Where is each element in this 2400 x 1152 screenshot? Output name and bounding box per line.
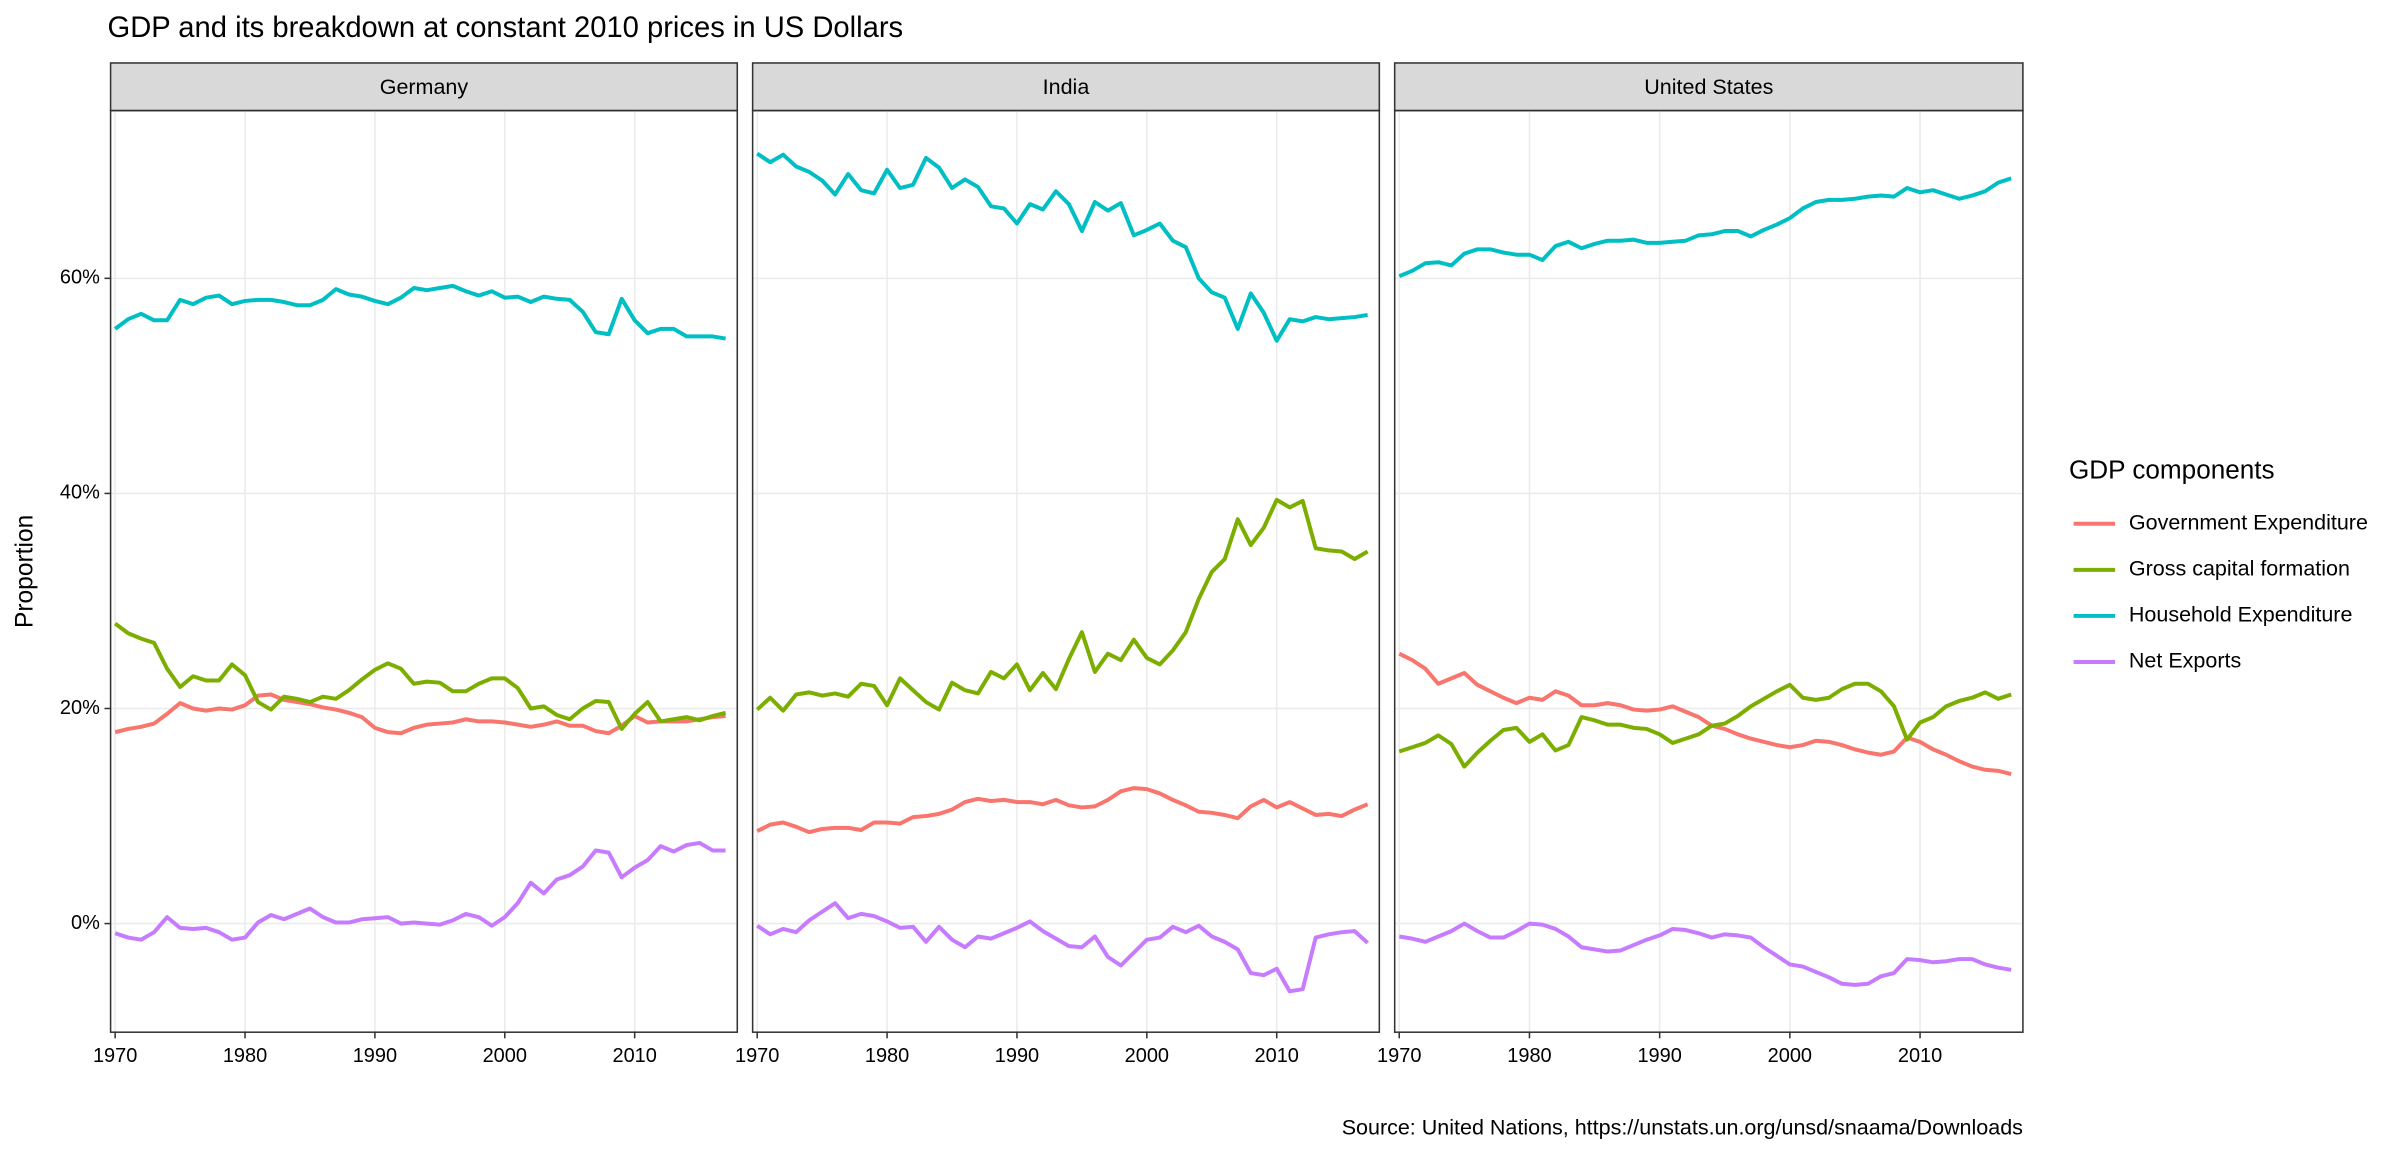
facet-strip (751, 62, 1381, 112)
legend-title: GDP components (2069, 454, 2275, 484)
series-line (113, 283, 726, 341)
x-tick-label: 1990 (1637, 1045, 1681, 1067)
x-tick-label: 1990 (995, 1045, 1039, 1067)
x-tick-label: 1970 (735, 1045, 779, 1067)
panel-border (1393, 109, 2024, 1033)
facet-label: United States (1644, 75, 1773, 99)
y-tick-label: 20% (60, 697, 100, 719)
x-tick-label: 2010 (1898, 1045, 1942, 1067)
x-tick-label: 1980 (865, 1045, 909, 1067)
facet-strip (109, 62, 739, 112)
x-tick-label: 2010 (612, 1045, 656, 1067)
series-line (756, 901, 1369, 994)
series-line (1398, 921, 2012, 987)
legend-label: Gross capital formation (2129, 557, 2350, 581)
series-line (756, 151, 1368, 343)
y-tick-label: 40% (60, 482, 100, 504)
legend-label: Net Exports (2129, 649, 2241, 673)
facet-label: India (1043, 75, 1090, 99)
x-tick-label: 1980 (1507, 1045, 1551, 1067)
x-tick-label: 2000 (483, 1045, 527, 1067)
chart-title: GDP and its breakdown at constant 2010 p… (108, 12, 904, 44)
y-axis-label: Proportion (12, 515, 39, 628)
facet-label: Germany (380, 75, 469, 99)
series-line (113, 621, 727, 731)
x-tick-label: 1970 (93, 1045, 137, 1067)
series-line (755, 497, 1369, 713)
x-tick-label: 2000 (1125, 1045, 1169, 1067)
series-line (114, 840, 726, 942)
series-line (756, 786, 1369, 835)
facet-strip (1393, 62, 2024, 112)
x-tick-label: 2010 (1255, 1045, 1299, 1067)
y-tick-label: 0% (71, 912, 100, 934)
panel-border (751, 109, 1381, 1033)
panel-border (109, 109, 739, 1033)
series-line (1398, 681, 2012, 769)
y-tick-label: 60% (60, 267, 100, 289)
x-tick-label: 1970 (1377, 1045, 1421, 1067)
legend-label: Government Expenditure (2129, 510, 2368, 534)
legend-label: Household Expenditure (2129, 603, 2353, 627)
x-tick-label: 1990 (353, 1045, 397, 1067)
caption: Source: United Nations, https://unstats.… (1342, 1116, 2023, 1140)
series-line (1398, 176, 2012, 279)
x-tick-label: 2000 (1768, 1045, 1812, 1067)
x-tick-label: 1980 (223, 1045, 267, 1067)
